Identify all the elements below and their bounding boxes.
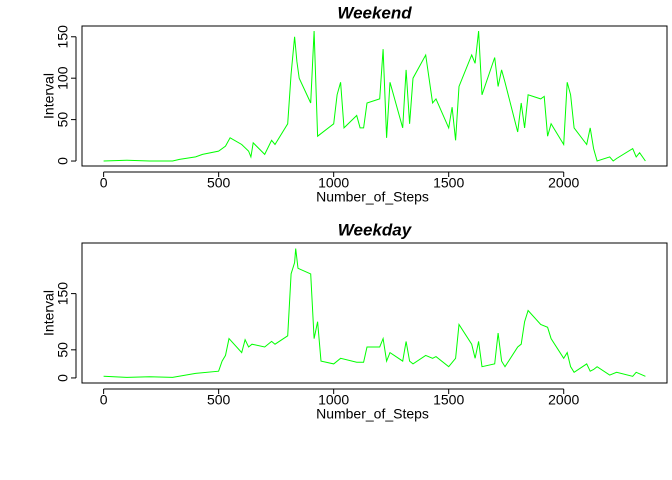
y-tick-label: 150 (55, 282, 71, 306)
x-axis-label: Number_of_Steps (316, 189, 429, 205)
y-axis-label: Interval (41, 73, 57, 119)
y-tick-label: 0 (55, 374, 71, 382)
chart-title: Weekday (338, 220, 413, 239)
y-tick-label: 100 (55, 66, 71, 90)
x-tick-label: 500 (207, 392, 231, 408)
data-line (103, 248, 646, 378)
x-tick-label: 1000 (318, 175, 349, 191)
x-tick-label: 1500 (433, 392, 464, 408)
y-axis-label: Interval (41, 290, 57, 336)
y-tick-label: 50 (55, 342, 71, 358)
plot-box (81, 25, 668, 167)
x-axis-label: Number_of_Steps (316, 406, 429, 422)
x-tick-label: 0 (100, 392, 108, 408)
x-tick-label: 500 (207, 175, 231, 191)
x-tick-label: 2000 (548, 175, 579, 191)
chart-title: Weekend (337, 3, 412, 22)
plot-box (81, 242, 668, 384)
data-line (103, 30, 646, 162)
x-tick-label: 1000 (318, 392, 349, 408)
y-tick-label: 0 (55, 157, 71, 165)
y-tick-label: 50 (55, 112, 71, 128)
y-tick-label: 150 (55, 25, 71, 49)
x-tick-label: 0 (100, 175, 108, 191)
x-tick-label: 2000 (548, 392, 579, 408)
x-tick-label: 1500 (433, 175, 464, 191)
